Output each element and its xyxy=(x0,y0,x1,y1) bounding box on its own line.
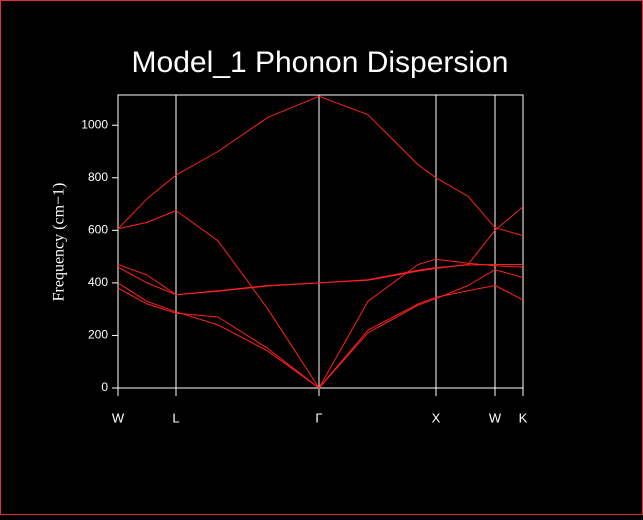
dispersion-branch xyxy=(117,282,524,389)
y-tick-label: 1000 xyxy=(81,117,108,131)
y-tick-label: 200 xyxy=(88,328,108,342)
x-tick-label: K xyxy=(519,410,528,425)
dispersion-branch xyxy=(117,264,523,296)
y-tick-label: 800 xyxy=(88,170,108,184)
dispersion-branch xyxy=(117,210,524,389)
y-tick-label: 600 xyxy=(88,223,108,237)
x-tick-label: W xyxy=(489,410,502,425)
x-tick-label: Γ xyxy=(315,410,322,425)
y-tick-label: 0 xyxy=(101,380,108,394)
y-axis-label: Frequency (cm−1) xyxy=(51,183,68,302)
dispersion-branch xyxy=(117,269,524,389)
y-tick-label: 400 xyxy=(88,275,108,289)
x-tick-label: L xyxy=(172,410,179,425)
x-tick-label: W xyxy=(112,410,125,425)
dispersion-branch xyxy=(117,95,524,237)
chart-title: Model_1 Phonon Dispersion xyxy=(132,46,509,79)
x-tick-label: X xyxy=(432,410,441,425)
